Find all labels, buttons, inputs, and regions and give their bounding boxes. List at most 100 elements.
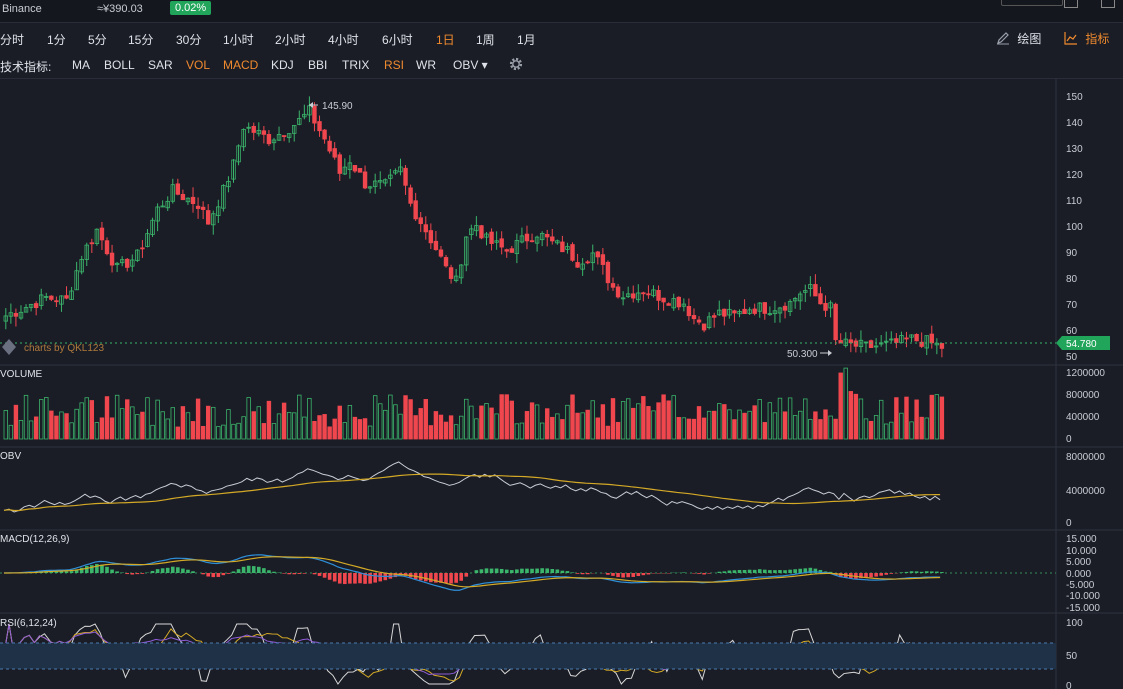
indicator-ma[interactable]: MA [72,58,90,72]
timeframe-1h[interactable]: 1小时 [223,33,254,47]
candle [919,332,924,349]
macd-hist-bar [262,568,266,573]
candle [929,325,934,349]
draw-button[interactable]: 绘图 [996,30,1041,47]
timeframe-4h[interactable]: 4小时 [328,33,359,47]
volume-bar [74,408,79,440]
macd-hist-bar [940,572,944,573]
timeframe-15m[interactable]: 15分 [128,33,154,47]
volume-bar [190,421,196,440]
rsi-tick: 50 [1066,651,1078,662]
candle [13,308,19,327]
candle [681,298,687,312]
indicator-rsi[interactable]: RSI [384,58,405,72]
indicator-button[interactable]: 指标 [1064,30,1109,47]
indicator-boll[interactable]: BOLL [104,58,135,72]
macd-hist-bar [499,568,504,573]
volume-bar [256,406,261,440]
indicator-vol[interactable]: VOL [186,58,211,72]
volume-bar [838,372,843,440]
window-icon[interactable] [1064,0,1078,8]
candle [33,301,39,316]
candle [818,286,823,305]
candle [261,126,267,144]
candle [550,228,555,245]
macd-hist-bar [540,568,544,573]
volume-bar [722,404,727,440]
macd-hist-bar [798,568,803,573]
timeframe-5m[interactable]: 5分 [88,33,107,47]
macd-hist-bar [287,573,291,575]
indicator-bar: 技术指标: MA BOLL SAR VOL MACD KDJ BBI TRIX … [0,52,1123,79]
candle [828,300,833,318]
volume-bar [372,395,378,440]
macd-hist-bar [864,573,868,578]
obv-ma-line [3,473,941,512]
volume-bar [44,397,49,440]
indicator-wr[interactable]: WR [416,58,436,72]
candle [104,237,110,256]
macd-hist-bar [914,571,919,573]
volume-bar [706,410,712,440]
volume-bar [458,415,464,440]
indicator-trix[interactable]: TRIX [342,58,370,72]
volume-bar [3,410,8,440]
timeframe-6h[interactable]: 6小时 [382,33,413,47]
volume-bar [236,422,241,440]
volume-bar [307,397,312,440]
candle [413,192,418,222]
top-button[interactable] [1001,0,1063,6]
candle [458,264,464,284]
candle [631,285,636,303]
fullscreen-icon[interactable] [1101,0,1115,8]
indicator-bbi[interactable]: BBI [308,58,328,72]
volume-bar [479,405,484,440]
chart-canvas[interactable]: 150 140 130 120 110 100 90 80 70 60 50 5… [0,79,1123,689]
indicator-macd[interactable]: MACD [223,58,259,72]
volume-bar [712,410,717,440]
volume-bar [787,397,793,440]
volume-bar [858,398,864,440]
volume-bar [28,420,34,440]
high-annotation: 145.90 [309,101,353,112]
volume-bar [615,421,621,440]
indicator-obv[interactable]: OBV ▾ [453,58,488,72]
pencil-icon [997,32,1009,45]
macd-hist-bar [631,573,636,577]
macd-hist-bar [140,573,145,574]
macd-hist-bar [773,570,777,573]
candle [236,144,241,166]
candle [625,286,631,299]
macd-hist-bar [793,569,797,573]
indicator-sar[interactable]: SAR [148,58,173,72]
timeframe-30m[interactable]: 30分 [176,33,202,47]
macd-hist-bar [879,573,883,576]
volume-bar [939,396,945,440]
macd-hist-bar [702,573,706,575]
candle [752,303,757,316]
macd-hist-bar [165,567,170,573]
gear-icon[interactable] [508,56,524,72]
rsi-tick: 0 [1066,681,1072,689]
macd-hist-bar [54,571,59,573]
volume-bar [934,394,940,440]
candle [307,96,312,123]
timeframe-1d[interactable]: 1日 [436,33,455,47]
volume-bar [474,418,479,440]
volume-bar [317,415,322,440]
timeframe-2h[interactable]: 2小时 [275,33,306,47]
volume-bar [150,424,155,440]
volume-bar [732,419,737,440]
timeframe-fenshi[interactable]: 分时 [0,33,25,47]
indicator-kdj[interactable]: KDJ [271,58,294,72]
macd-hist-bar [69,571,74,573]
timeframe-1w[interactable]: 1周 [476,33,495,47]
candle [909,334,914,343]
macd-tick: -10.000 [1066,591,1100,602]
timeframe-1mo[interactable]: 1月 [517,33,536,47]
volume-bar [246,397,251,440]
exchange-name: Binance [2,3,42,15]
macd-hist-bar [439,573,443,583]
timeframe-1m[interactable]: 1分 [47,33,66,47]
candle [585,260,590,265]
